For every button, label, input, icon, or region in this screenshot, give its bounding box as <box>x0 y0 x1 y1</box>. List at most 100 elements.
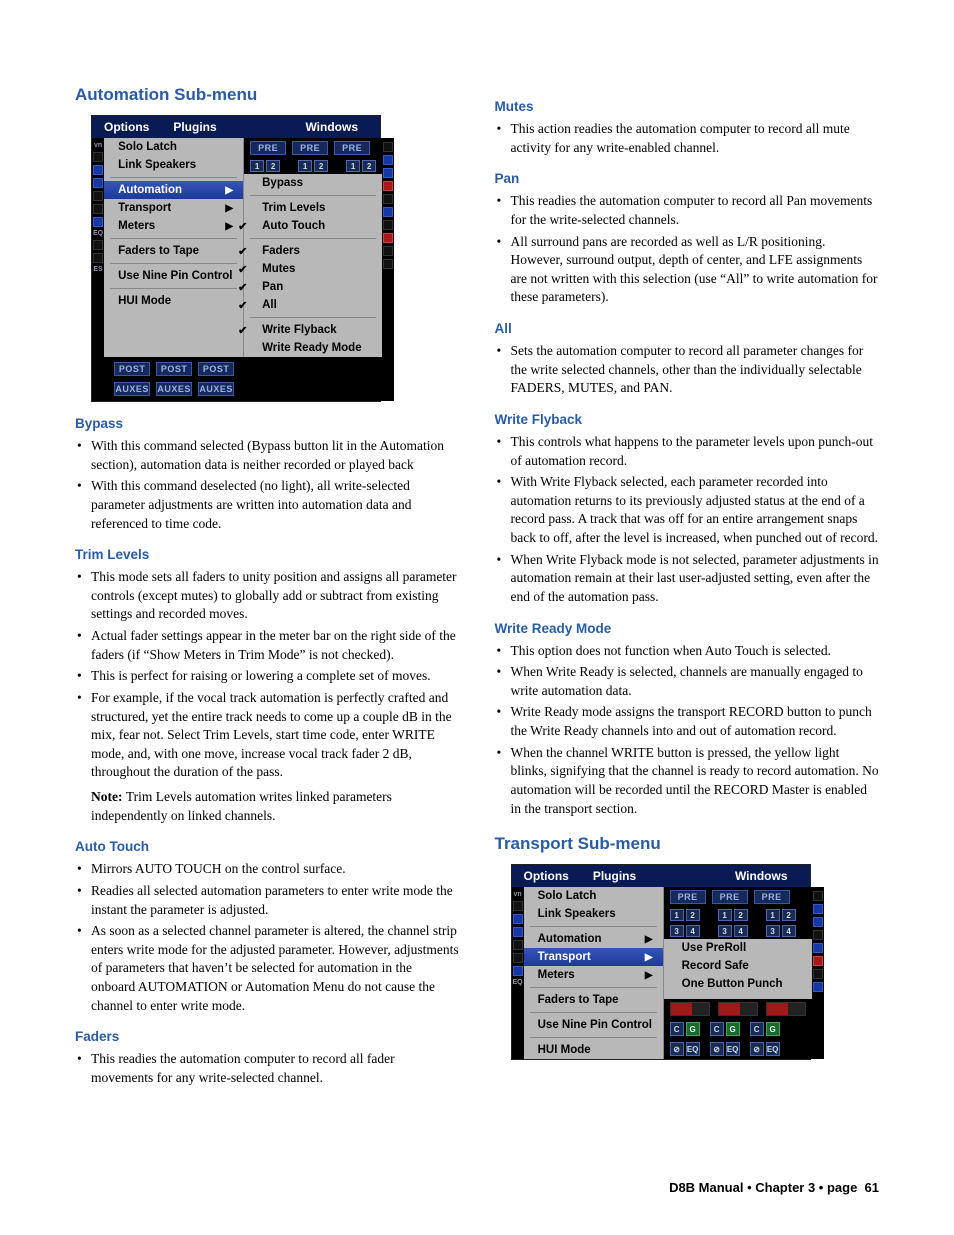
num-box[interactable]: 2 <box>266 160 280 172</box>
transport-menu-figure: Options Plugins Windows vn EQ Solo Latch… <box>511 864 811 1060</box>
submenu-item-pan[interactable]: ✔Pan <box>244 278 382 296</box>
post-chip[interactable]: POST <box>156 362 192 376</box>
pre-chip[interactable]: PRE <box>250 141 286 155</box>
num-box[interactable]: 2 <box>362 160 376 172</box>
sub-heading-faders: Faders <box>75 1029 460 1044</box>
left-column: Automation Sub-menu Options Plugins Wind… <box>75 85 460 1091</box>
num-box[interactable]: 1 <box>766 909 780 921</box>
eq-button[interactable]: ⊘ <box>710 1042 724 1056</box>
menu-item-hui-mode[interactable]: HUI Mode <box>104 292 243 310</box>
submenu-item-bypass[interactable]: Bypass <box>244 174 382 192</box>
menu-separator <box>110 263 237 264</box>
bullet-list: This action readies the automation compu… <box>495 120 880 157</box>
num-box[interactable]: 2 <box>314 160 328 172</box>
c-button[interactable]: C <box>670 1022 684 1036</box>
menu-item-automation[interactable]: Automation▶ <box>524 930 663 948</box>
menubar-plugins[interactable]: Plugins <box>593 869 636 883</box>
aux-chip[interactable]: AUXES <box>114 382 150 396</box>
pre-chip[interactable]: PRE <box>334 141 370 155</box>
submenu-item-one-button-punch[interactable]: One Button Punch <box>664 975 812 993</box>
num-box[interactable]: 2 <box>734 909 748 921</box>
menu-item-transport[interactable]: Transport▶ <box>524 948 663 966</box>
transport-submenu: Use PreRollRecord SafeOne Button Punch <box>664 939 812 999</box>
bullet-item: With this command selected (Bypass butto… <box>75 437 460 474</box>
num-box[interactable]: 1 <box>718 909 732 921</box>
sub-heading-trim-levels: Trim Levels <box>75 547 460 562</box>
menu-item-use-nine-pin-control[interactable]: Use Nine Pin Control <box>104 267 243 285</box>
menu-separator <box>530 1012 657 1013</box>
bullet-list: This option does not function when Auto … <box>495 642 880 819</box>
bullet-item: Readies all selected automation paramete… <box>75 882 460 919</box>
menubar-options[interactable]: Options <box>104 120 149 134</box>
menu-item-faders-to-tape[interactable]: Faders to Tape <box>104 242 243 260</box>
g-button[interactable]: G <box>686 1022 700 1036</box>
num-box[interactable]: 3 <box>670 925 684 937</box>
c-button[interactable]: C <box>750 1022 764 1036</box>
menubar-windows[interactable]: Windows <box>735 869 788 883</box>
bullet-list: Mirrors AUTO TOUCH on the control surfac… <box>75 860 460 1015</box>
bullet-item: With Write Flyback selected, each parame… <box>495 473 880 548</box>
num-box[interactable]: 4 <box>734 925 748 937</box>
menu-item-meters[interactable]: Meters▶ <box>104 217 243 235</box>
c-button[interactable]: C <box>710 1022 724 1036</box>
num-box[interactable]: 1 <box>250 160 264 172</box>
bullet-item: Mirrors AUTO TOUCH on the control surfac… <box>75 860 460 879</box>
menu-item-faders-to-tape[interactable]: Faders to Tape <box>524 991 663 1009</box>
post-chip[interactable]: POST <box>114 362 150 376</box>
menubar-plugins[interactable]: Plugins <box>173 120 216 134</box>
submenu-item-all[interactable]: ✔All <box>244 296 382 314</box>
sub-heading-all: All <box>495 321 880 336</box>
pre-chip[interactable]: PRE <box>712 890 748 904</box>
menubar-options[interactable]: Options <box>524 869 569 883</box>
bullet-item: When Write Flyback mode is not selected,… <box>495 551 880 607</box>
page-footer: D8B Manual • Chapter 3 • page 61 <box>669 1180 879 1195</box>
num-box[interactable]: 1 <box>346 160 360 172</box>
submenu-item-auto-touch[interactable]: ✔Auto Touch <box>244 217 382 235</box>
menu-item-automation[interactable]: Automation▶ <box>104 181 243 199</box>
menu-item-meters[interactable]: Meters▶ <box>524 966 663 984</box>
submenu-item-mutes[interactable]: ✔Mutes <box>244 260 382 278</box>
g-button[interactable]: G <box>726 1022 740 1036</box>
note-text: Note: Trim Levels automation writes link… <box>75 788 460 825</box>
submenu-item-record-safe[interactable]: Record Safe <box>664 957 812 975</box>
submenu-item-trim-levels[interactable]: Trim Levels <box>244 199 382 217</box>
submenu-item-write-ready-mode[interactable]: Write Ready Mode <box>244 339 382 357</box>
pre-chip[interactable]: PRE <box>670 890 706 904</box>
eq-button[interactable]: EQ <box>766 1042 780 1056</box>
bullet-item: This readies the automation computer to … <box>495 192 880 229</box>
bullet-item: When the channel WRITE button is pressed… <box>495 744 880 819</box>
aux-chip[interactable]: AUXES <box>198 382 234 396</box>
num-box[interactable]: 2 <box>686 909 700 921</box>
submenu-item-faders[interactable]: ✔Faders <box>244 242 382 260</box>
menu-separator <box>110 288 237 289</box>
num-box[interactable]: 2 <box>782 909 796 921</box>
submenu-item-write-flyback[interactable]: ✔Write Flyback <box>244 321 382 339</box>
g-button[interactable]: G <box>766 1022 780 1036</box>
eq-button[interactable]: ⊘ <box>750 1042 764 1056</box>
num-box[interactable]: 4 <box>782 925 796 937</box>
menu-item-solo-latch[interactable]: Solo Latch <box>524 887 663 905</box>
bullet-item: Write Ready mode assigns the transport R… <box>495 703 880 740</box>
pre-chip[interactable]: PRE <box>292 141 328 155</box>
aux-chip[interactable]: AUXES <box>156 382 192 396</box>
eq-button[interactable]: EQ <box>726 1042 740 1056</box>
right-column: MutesThis action readies the automation … <box>495 85 880 1091</box>
pre-chip[interactable]: PRE <box>754 890 790 904</box>
post-chip[interactable]: POST <box>198 362 234 376</box>
num-box[interactable]: 4 <box>686 925 700 937</box>
menubar-windows[interactable]: Windows <box>305 120 358 134</box>
menu-item-solo-latch[interactable]: Solo Latch <box>104 138 243 156</box>
eq-button[interactable]: ⊘ <box>670 1042 684 1056</box>
num-box[interactable]: 1 <box>670 909 684 921</box>
num-box[interactable]: 1 <box>298 160 312 172</box>
menu-item-transport[interactable]: Transport▶ <box>104 199 243 217</box>
menu-item-link-speakers[interactable]: Link Speakers <box>524 905 663 923</box>
menu-item-link-speakers[interactable]: Link Speakers <box>104 156 243 174</box>
num-box[interactable]: 3 <box>766 925 780 937</box>
submenu-item-use-preroll[interactable]: Use PreRoll <box>664 939 812 957</box>
menu-item-use-nine-pin-control[interactable]: Use Nine Pin Control <box>524 1016 663 1034</box>
num-box[interactable]: 3 <box>718 925 732 937</box>
bullet-item: This mode sets all faders to unity posit… <box>75 568 460 624</box>
eq-button[interactable]: EQ <box>686 1042 700 1056</box>
menu-item-hui-mode[interactable]: HUI Mode <box>524 1041 663 1059</box>
